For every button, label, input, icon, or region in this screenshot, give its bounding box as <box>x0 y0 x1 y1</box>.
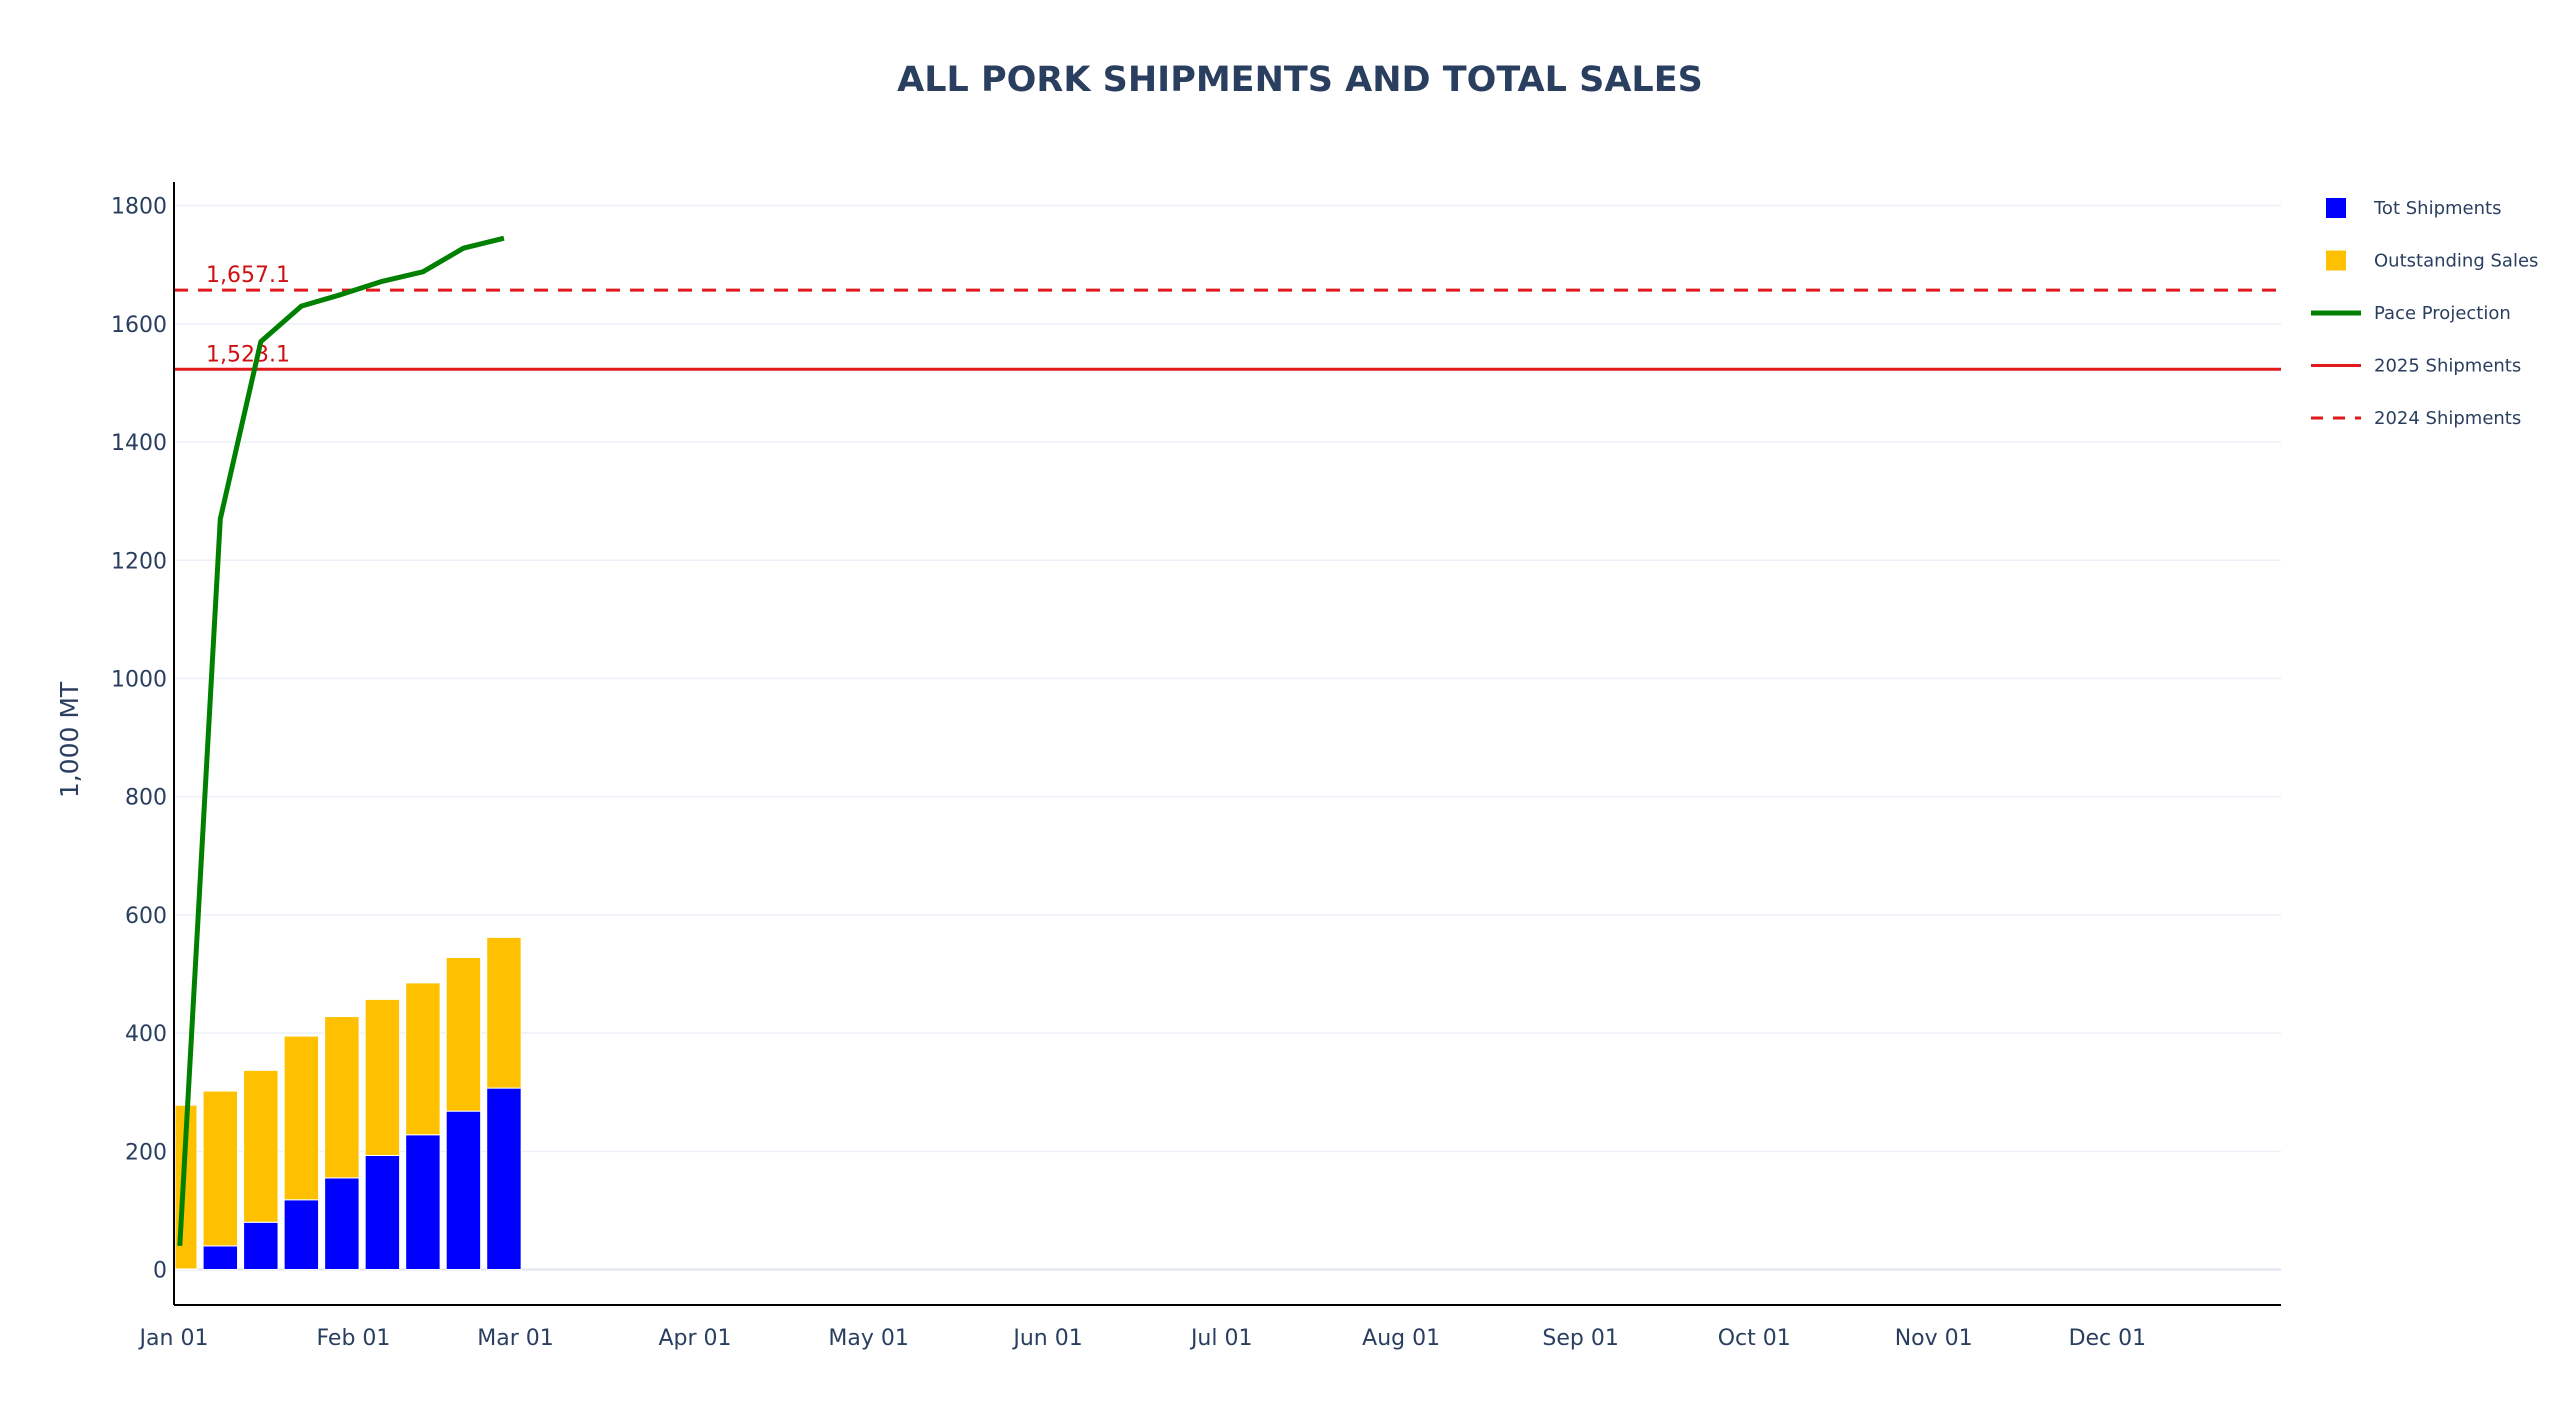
pace-projection-line <box>177 235 505 1247</box>
legend-label: Tot Shipments <box>2373 198 2501 219</box>
x-tick-label: Mar 01 <box>477 1326 554 1351</box>
chart-title: ALL PORK SHIPMENTS AND TOTAL SALES <box>897 60 1703 100</box>
shipment-bar <box>405 1134 441 1271</box>
x-tick-label: Dec 01 <box>2069 1326 2147 1351</box>
y-tick-label: 1000 <box>111 667 167 692</box>
outstanding-sales-bar <box>486 936 522 1089</box>
x-tick-label: Sep 01 <box>1542 1326 1618 1351</box>
x-tick-label: Aug 01 <box>1362 1326 1440 1351</box>
x-tick-label: Jul 01 <box>1189 1326 1253 1351</box>
x-tick-label: Nov 01 <box>1895 1326 1973 1351</box>
legend-label: 2025 Shipments <box>2374 356 2521 377</box>
y-tick-label: 1200 <box>111 549 167 574</box>
y-tick-label: 1600 <box>111 313 167 338</box>
y-tick-label: 200 <box>125 1140 167 1165</box>
x-tick-label: Oct 01 <box>1718 1326 1791 1351</box>
legend-item[interactable]: Pace Projection <box>2311 303 2511 324</box>
shipment-bar <box>243 1221 279 1271</box>
shipment-bar <box>283 1199 320 1271</box>
y-tick-label: 1400 <box>111 431 167 456</box>
legend-swatch <box>2326 198 2346 218</box>
y-axis-title: 1,000 MT <box>55 681 84 798</box>
reference-lines-layer: 1,523.1 1,657.1 <box>174 263 2281 371</box>
shipment-bar <box>364 1154 401 1271</box>
outstanding-sales-bar <box>324 1016 360 1179</box>
x-tick-label: May 01 <box>828 1326 908 1351</box>
outstanding-sales-bar <box>202 1090 239 1247</box>
legend-item[interactable]: 2025 Shipments <box>2311 356 2521 377</box>
legend-item[interactable]: Tot Shipments <box>2326 198 2501 219</box>
y-tick-label: 600 <box>125 904 167 929</box>
reference-line-label: 1,657.1 <box>206 263 290 288</box>
y-tick-label: 1800 <box>111 195 167 220</box>
outstanding-sales-bar <box>445 956 482 1112</box>
legend-item[interactable]: Outstanding Sales <box>2326 250 2538 272</box>
axes-layer: 0 200 400 600 800 1000 1200 1400 1600 1800 Jan 01 F… <box>111 182 2281 1351</box>
legend-item[interactable]: 2024 Shipments <box>2311 408 2521 429</box>
reference-line-label: 1,523.1 <box>206 342 290 367</box>
grid-layer <box>174 204 2281 1271</box>
y-tick-label: 800 <box>125 786 167 811</box>
legend-label: Outstanding Sales <box>2374 251 2538 272</box>
pace-line-layer <box>177 235 505 1247</box>
legend[interactable]: Tot Shipments Outstanding Sales Pace Proje… <box>2311 198 2538 429</box>
outstanding-sales-bar <box>243 1069 279 1223</box>
shipment-bar <box>445 1110 482 1271</box>
shipment-bar <box>324 1177 360 1271</box>
x-tick-label: Jun 01 <box>1011 1326 1082 1351</box>
y-tick-label: 0 <box>153 1259 167 1284</box>
legend-label: 2024 Shipments <box>2374 408 2521 429</box>
outstanding-sales-bar <box>405 982 441 1136</box>
legend-swatch <box>2326 250 2346 271</box>
x-tick-label: Feb 01 <box>316 1326 390 1351</box>
shipment-bar <box>202 1245 239 1271</box>
outstanding-sales-bar <box>364 998 401 1156</box>
y-tick-label: 400 <box>125 1022 167 1047</box>
outstanding-sales-bar <box>283 1035 320 1201</box>
bars-layer <box>174 936 522 1271</box>
x-tick-label: Jan 01 <box>138 1326 209 1351</box>
x-tick-label: Apr 01 <box>658 1326 731 1351</box>
shipment-bar <box>486 1087 522 1271</box>
legend-label: Pace Projection <box>2374 303 2511 324</box>
